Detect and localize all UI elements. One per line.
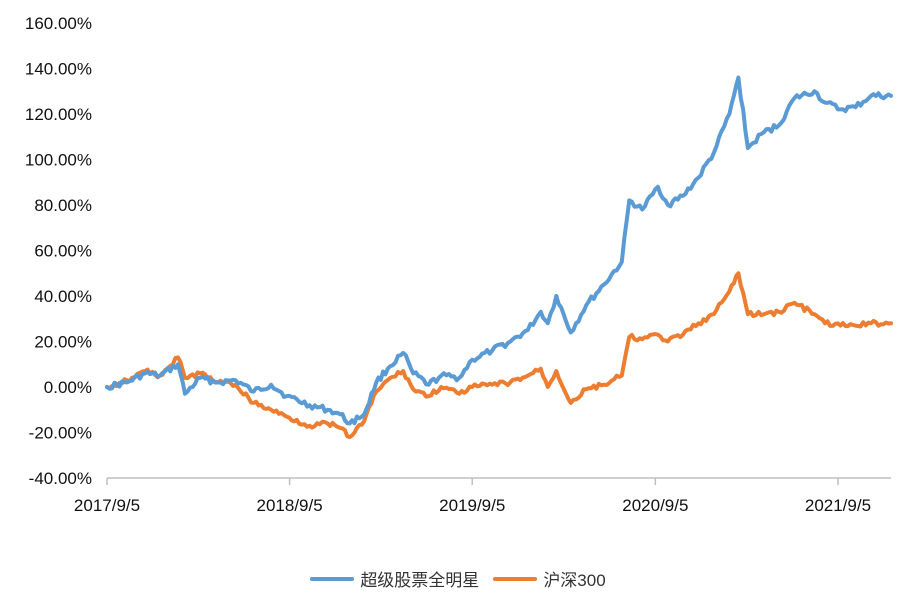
- y-axis: -40.00% -20.00% 0.00% 20.00% 40.00% 60.00% 80.…: [25, 14, 92, 488]
- legend-label-series-1: 超级股票全明星: [360, 571, 480, 590]
- legend: 超级股票全明星 沪深300: [0, 566, 916, 591]
- y-tick-label: 140.00%: [25, 60, 92, 79]
- x-tick-label: 2019/9/5: [439, 496, 505, 515]
- y-tick-label: 100.00%: [25, 151, 92, 170]
- legend-item-series-1: 超级股票全明星: [310, 566, 479, 591]
- y-tick-label: 160.00%: [25, 14, 92, 33]
- x-tick-label: 2021/9/5: [805, 496, 871, 515]
- legend-swatch-series-1: [310, 576, 355, 581]
- x-tick-label: 2017/9/5: [74, 496, 140, 515]
- y-tick-label: 80.00%: [34, 196, 92, 215]
- y-tick-label: 20.00%: [34, 333, 92, 352]
- x-tick-label: 2020/9/5: [622, 496, 688, 515]
- y-tick-label: 120.00%: [25, 105, 92, 124]
- y-tick-label: 40.00%: [34, 287, 92, 306]
- legend-swatch-series-2: [493, 576, 538, 581]
- y-tick-label: 0.00%: [44, 378, 92, 397]
- y-tick-label: -20.00%: [29, 424, 92, 443]
- legend-label-series-2: 沪深300: [543, 571, 606, 590]
- series-line-2: [105, 271, 893, 440]
- series-line-1: [105, 75, 893, 426]
- y-tick-label: -40.00%: [29, 469, 92, 488]
- x-tick-label: 2018/9/5: [257, 496, 323, 515]
- y-tick-label: 60.00%: [34, 242, 92, 261]
- x-axis: 2017/9/5 2018/9/5 2019/9/5 2020/9/5 2021/9/5: [74, 478, 871, 515]
- legend-item-series-2: 沪深300: [493, 566, 606, 591]
- series-layer: [105, 75, 893, 440]
